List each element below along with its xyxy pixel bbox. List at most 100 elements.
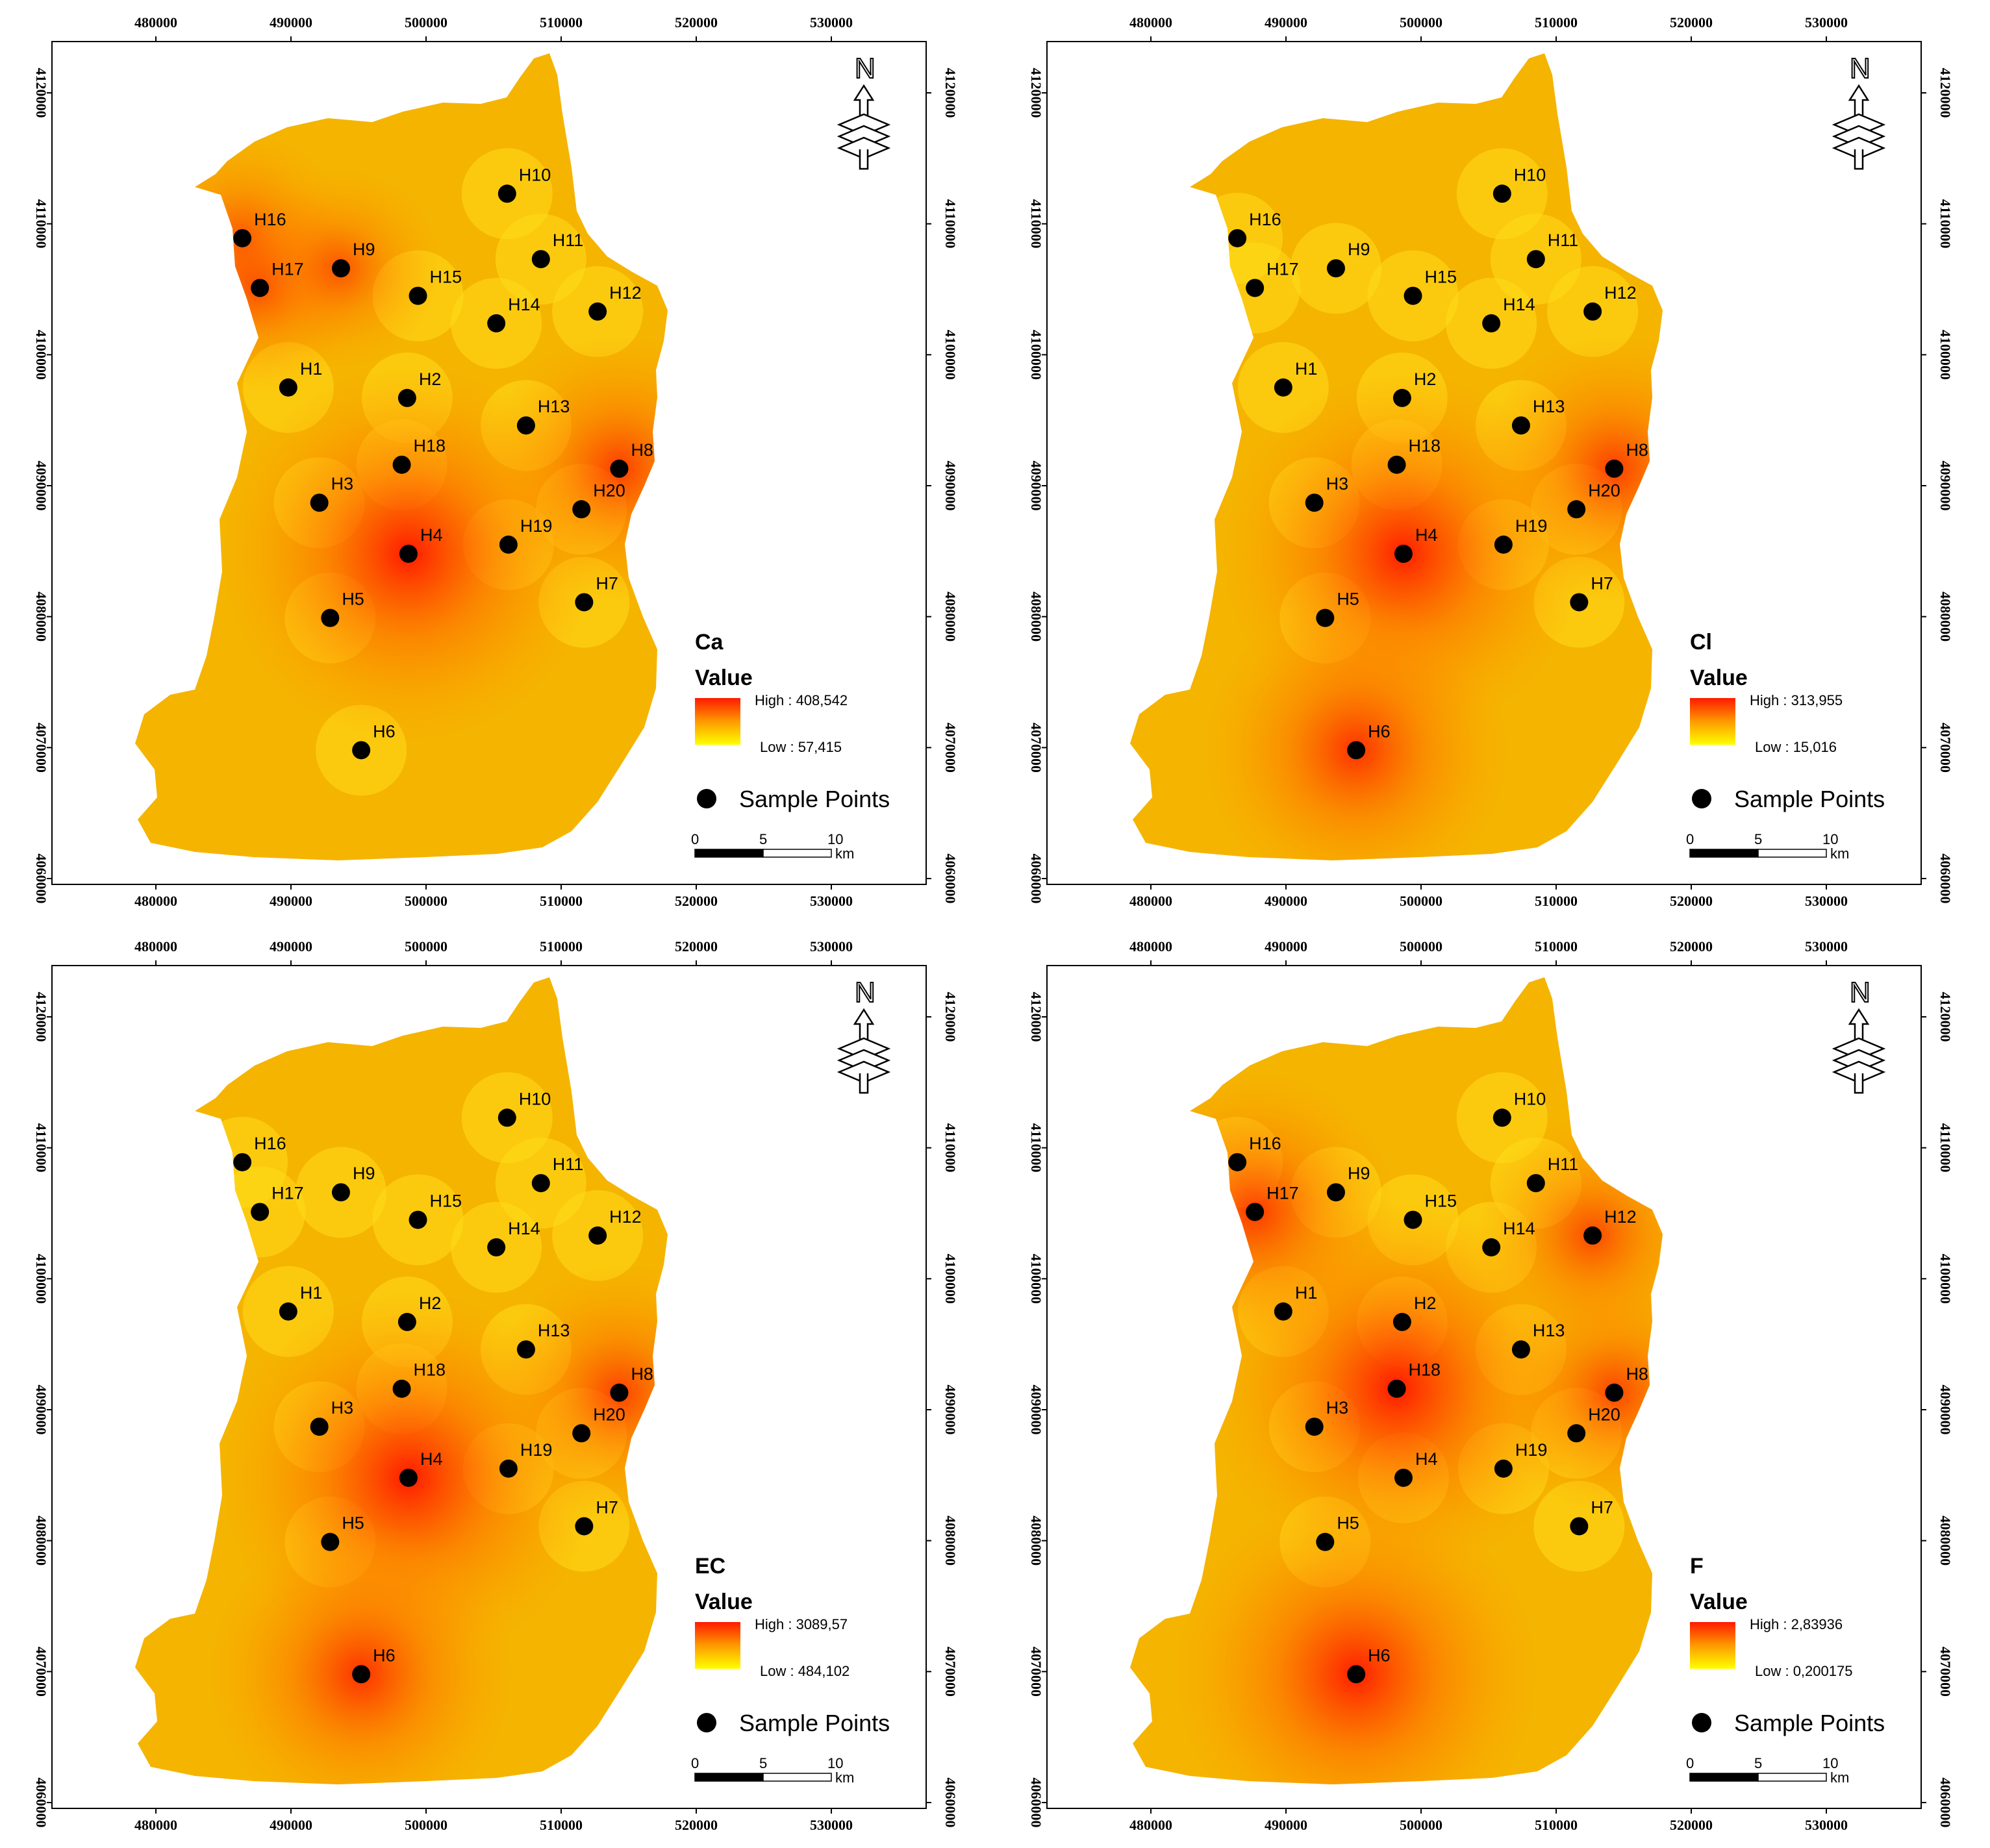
sample-point-icon[interactable] bbox=[409, 286, 427, 305]
sample-point-label: H12 bbox=[609, 283, 642, 303]
sample-point-label: H2 bbox=[1414, 1293, 1437, 1313]
sample-point-icon[interactable] bbox=[1387, 1379, 1406, 1398]
sample-point-icon[interactable] bbox=[516, 1340, 535, 1359]
sample-point-icon[interactable] bbox=[575, 1517, 594, 1536]
sample-point-icon[interactable] bbox=[531, 250, 550, 269]
sample-point-icon[interactable] bbox=[1567, 1424, 1586, 1443]
sample-point-label: H8 bbox=[631, 440, 653, 460]
sample-point-icon[interactable] bbox=[1492, 1108, 1511, 1127]
sample-point-icon[interactable] bbox=[1482, 314, 1501, 332]
sample-point-icon[interactable] bbox=[1605, 459, 1624, 478]
sample-point-icon[interactable] bbox=[352, 741, 371, 760]
sample-point-icon[interactable] bbox=[1583, 302, 1602, 321]
sample-point-icon[interactable] bbox=[487, 1238, 506, 1256]
sample-point-icon[interactable] bbox=[279, 1302, 297, 1321]
scale-label: 0 bbox=[1686, 831, 1694, 847]
sample-point-icon[interactable] bbox=[399, 1468, 418, 1487]
sample-point-icon[interactable] bbox=[1347, 1665, 1366, 1684]
sample-point-icon[interactable] bbox=[1326, 1183, 1345, 1202]
x-coordinate-label: 490000 bbox=[270, 1817, 312, 1833]
sample-point-icon[interactable] bbox=[331, 259, 350, 278]
sample-point-icon[interactable] bbox=[1404, 286, 1422, 305]
sample-point-icon[interactable] bbox=[1605, 1383, 1624, 1402]
sample-point-icon[interactable] bbox=[1246, 279, 1265, 297]
y-coordinate-label: 4060000 bbox=[33, 854, 49, 904]
sample-point-icon[interactable] bbox=[392, 455, 411, 474]
sample-point-icon[interactable] bbox=[399, 544, 418, 563]
sample-point-icon[interactable] bbox=[397, 1312, 416, 1331]
y-coordinate-label: 4060000 bbox=[942, 854, 959, 904]
sample-point-icon[interactable] bbox=[251, 279, 270, 297]
sample-point-icon[interactable] bbox=[1347, 741, 1366, 760]
sample-point-icon[interactable] bbox=[409, 1210, 427, 1229]
sample-point-icon[interactable] bbox=[1494, 1459, 1513, 1478]
sample-point-icon[interactable] bbox=[498, 184, 516, 203]
sample-point-icon[interactable] bbox=[610, 1383, 629, 1402]
sample-point-label: H5 bbox=[342, 590, 364, 609]
sample-point-icon[interactable] bbox=[1511, 416, 1530, 435]
sample-point-icon[interactable] bbox=[610, 459, 629, 478]
y-coordinate-label: 4090000 bbox=[1937, 1385, 1954, 1435]
sample-point-icon[interactable] bbox=[279, 378, 297, 397]
sample-point-icon[interactable] bbox=[588, 302, 607, 321]
sample-point-icon[interactable] bbox=[233, 229, 252, 247]
sample-point-icon[interactable] bbox=[499, 1459, 518, 1478]
sample-point-icon[interactable] bbox=[352, 1665, 371, 1684]
sample-point-icon[interactable] bbox=[1482, 1238, 1501, 1256]
sample-point-icon[interactable] bbox=[1392, 388, 1411, 407]
sample-point-icon[interactable] bbox=[1305, 493, 1324, 512]
sample-point-icon[interactable] bbox=[1526, 1174, 1545, 1193]
y-coordinate-label: 4090000 bbox=[33, 461, 49, 511]
sample-point-icon[interactable] bbox=[1511, 1340, 1530, 1359]
x-coordinate-label: 520000 bbox=[1670, 938, 1713, 955]
scale-unit: km bbox=[1830, 1769, 1849, 1786]
x-coordinate-label: 510000 bbox=[1535, 14, 1578, 31]
sample-point-icon[interactable] bbox=[1567, 500, 1586, 519]
sample-point-icon[interactable] bbox=[516, 416, 535, 435]
sample-point-icon[interactable] bbox=[1394, 544, 1413, 563]
sample-point-icon[interactable] bbox=[1326, 259, 1345, 278]
sample-point-icon[interactable] bbox=[531, 1174, 550, 1193]
sample-point-icon[interactable] bbox=[1494, 535, 1513, 554]
legend-low-value: Low : 0,200175 bbox=[1755, 1663, 1852, 1679]
sample-point-icon[interactable] bbox=[588, 1226, 607, 1245]
sample-point-icon[interactable] bbox=[1316, 1532, 1335, 1551]
sample-point-icon[interactable] bbox=[1392, 1312, 1411, 1331]
sample-point-icon[interactable] bbox=[392, 1379, 411, 1398]
sample-point-icon[interactable] bbox=[1274, 378, 1292, 397]
sample-point-icon[interactable] bbox=[499, 535, 518, 554]
sample-point-icon[interactable] bbox=[1316, 608, 1335, 627]
sample-point-icon[interactable] bbox=[1492, 184, 1511, 203]
sample-point-icon[interactable] bbox=[1583, 1226, 1602, 1245]
sample-point-icon[interactable] bbox=[1387, 455, 1406, 474]
sample-point-icon[interactable] bbox=[572, 500, 591, 519]
sample-point-icon[interactable] bbox=[1570, 593, 1589, 612]
sample-point-icon[interactable] bbox=[572, 1424, 591, 1443]
sample-point-label: H1 bbox=[1295, 359, 1318, 379]
sample-point-icon[interactable] bbox=[1526, 250, 1545, 269]
sample-point-icon[interactable] bbox=[233, 1153, 252, 1171]
sample-point-icon[interactable] bbox=[498, 1108, 516, 1127]
sample-point-icon[interactable] bbox=[1228, 229, 1247, 247]
sample-point-icon[interactable] bbox=[487, 314, 506, 332]
sample-point-icon[interactable] bbox=[321, 1532, 340, 1551]
sample-point-icon[interactable] bbox=[310, 1417, 329, 1436]
sample-point-icon[interactable] bbox=[331, 1183, 350, 1202]
scale-label: 5 bbox=[759, 831, 767, 847]
sample-point-icon[interactable] bbox=[321, 608, 340, 627]
sample-point-icon[interactable] bbox=[1404, 1210, 1422, 1229]
y-coordinate-label: 4120000 bbox=[1937, 68, 1954, 118]
sample-point-label: H13 bbox=[538, 1321, 570, 1340]
sample-point-icon[interactable] bbox=[1394, 1468, 1413, 1487]
sample-point-icon[interactable] bbox=[251, 1203, 270, 1221]
sample-point-label: H6 bbox=[373, 721, 396, 741]
sample-point-icon[interactable] bbox=[1274, 1302, 1292, 1321]
sample-point-icon[interactable] bbox=[1246, 1203, 1265, 1221]
sample-point-icon[interactable] bbox=[1570, 1517, 1589, 1536]
sample-point-icon[interactable] bbox=[397, 388, 416, 407]
sample-point-icon[interactable] bbox=[1305, 1417, 1324, 1436]
y-coordinate-label: 4090000 bbox=[1028, 1385, 1044, 1435]
sample-point-icon[interactable] bbox=[575, 593, 594, 612]
sample-point-icon[interactable] bbox=[1228, 1153, 1247, 1171]
sample-point-icon[interactable] bbox=[310, 493, 329, 512]
